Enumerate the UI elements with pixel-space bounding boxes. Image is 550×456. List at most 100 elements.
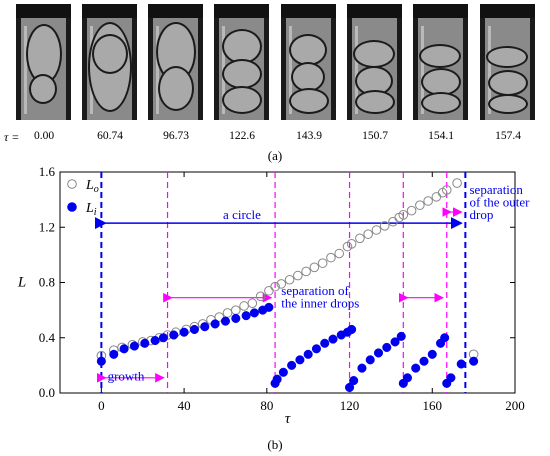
- annotation-label: separation of: [281, 283, 349, 298]
- droplet-photo-frame: [281, 4, 336, 120]
- x-tick-label: 200: [505, 398, 525, 413]
- li-point: [419, 356, 429, 366]
- droplet-shape: [158, 66, 194, 111]
- lo-point: [247, 298, 258, 309]
- x-tick-label: 0: [98, 398, 105, 413]
- lo-point: [334, 248, 345, 259]
- li-point: [357, 363, 367, 373]
- droplet-shape: [419, 44, 461, 68]
- droplet-photo-frame: [82, 4, 137, 120]
- y-axis-label: L: [17, 275, 26, 291]
- lo-point: [284, 274, 295, 285]
- li-point: [287, 360, 297, 370]
- frame-time-label: 154.1: [428, 130, 454, 142]
- droplet-shape: [355, 66, 393, 96]
- li-point: [189, 324, 199, 335]
- lo-point: [441, 185, 452, 195]
- li-point: [411, 363, 421, 373]
- lo-point: [293, 270, 303, 281]
- tau-prefix: τ =: [4, 130, 20, 144]
- lo-point: [214, 312, 225, 322]
- lo-point: [346, 239, 357, 249]
- droplet-shape: [353, 40, 395, 68]
- droplet-shape: [222, 29, 262, 64]
- li-point: [200, 322, 210, 332]
- x-tick-label: 120: [340, 398, 360, 413]
- li-point: [440, 333, 450, 343]
- li-point: [311, 344, 322, 354]
- li-point: [158, 333, 168, 343]
- lo-point: [355, 233, 365, 244]
- droplet-photo-frame: [347, 4, 402, 120]
- droplet-photo-frame: [480, 4, 535, 120]
- li-point: [241, 311, 251, 321]
- annotation-label: the inner drops: [281, 295, 359, 310]
- lo-point: [270, 281, 280, 292]
- frame-time-label: 150.7: [362, 130, 388, 142]
- lo-point: [431, 192, 442, 202]
- droplet-photo-frame: [214, 4, 269, 120]
- li-point: [264, 302, 274, 312]
- li-point: [303, 349, 313, 359]
- legend-label-lo: Lo: [85, 178, 99, 195]
- li-point: [220, 316, 231, 326]
- x-tick-label: 160: [423, 398, 443, 413]
- li-point: [373, 348, 384, 358]
- y-tick-label: 1.6: [39, 164, 56, 179]
- y-tick-label: 0.0: [39, 385, 55, 400]
- li-point: [382, 342, 392, 352]
- li-point: [272, 374, 282, 384]
- lo-point: [326, 252, 336, 263]
- caption-a: (a): [267, 148, 283, 163]
- y-tick-label: 1.2: [39, 219, 55, 234]
- lo-point: [388, 216, 398, 227]
- lo-point: [415, 200, 425, 210]
- lo-point: [301, 266, 311, 277]
- lo-point: [363, 229, 373, 239]
- droplet-shape: [355, 90, 395, 114]
- li-point: [249, 308, 259, 318]
- li-point: [446, 373, 456, 383]
- droplet-shape: [92, 34, 128, 74]
- annotation-label: growth: [108, 369, 145, 384]
- li-point: [129, 341, 140, 351]
- frame-time-label: 122.6: [229, 130, 255, 142]
- lo-point: [398, 210, 409, 220]
- droplet-shape: [29, 74, 57, 104]
- lo-point: [276, 279, 287, 289]
- x-tick-label: 80: [260, 398, 273, 413]
- droplet-shape: [421, 68, 461, 96]
- li-point: [456, 359, 466, 369]
- droplet-shape: [421, 92, 461, 114]
- frame-time-label: 0.00: [33, 130, 55, 142]
- droplet-shape: [488, 94, 528, 114]
- li-point: [365, 355, 375, 365]
- lo-point: [264, 285, 274, 296]
- legend-label-li: Li: [85, 201, 97, 218]
- li-point: [320, 338, 330, 348]
- li-point: [328, 334, 338, 344]
- frame-time-label: 60.74: [97, 130, 123, 142]
- annotation-label: separation: [470, 182, 524, 197]
- annotation-label: of the outer: [470, 195, 531, 210]
- droplet-shape: [222, 59, 262, 89]
- li-point: [210, 319, 220, 329]
- li-point: [231, 313, 241, 323]
- li-point: [179, 327, 189, 337]
- frame-time-label: 96.73: [163, 130, 189, 142]
- frame-time-label: 143.9: [296, 130, 322, 142]
- lo-point: [255, 291, 266, 302]
- li-point: [278, 367, 288, 377]
- lo-point: [452, 178, 462, 188]
- lo-point: [406, 205, 417, 216]
- droplet-shape: [222, 86, 262, 114]
- li-point: [344, 382, 355, 393]
- droplet-photo-frame: [413, 4, 468, 120]
- droplet-shape: [289, 88, 329, 114]
- annotation-label: a circle: [223, 207, 261, 222]
- li-point: [469, 356, 479, 366]
- frame-time-label: 157.4: [495, 130, 521, 142]
- li-point: [402, 373, 413, 383]
- li-point: [119, 344, 129, 354]
- droplet-shape: [488, 70, 528, 96]
